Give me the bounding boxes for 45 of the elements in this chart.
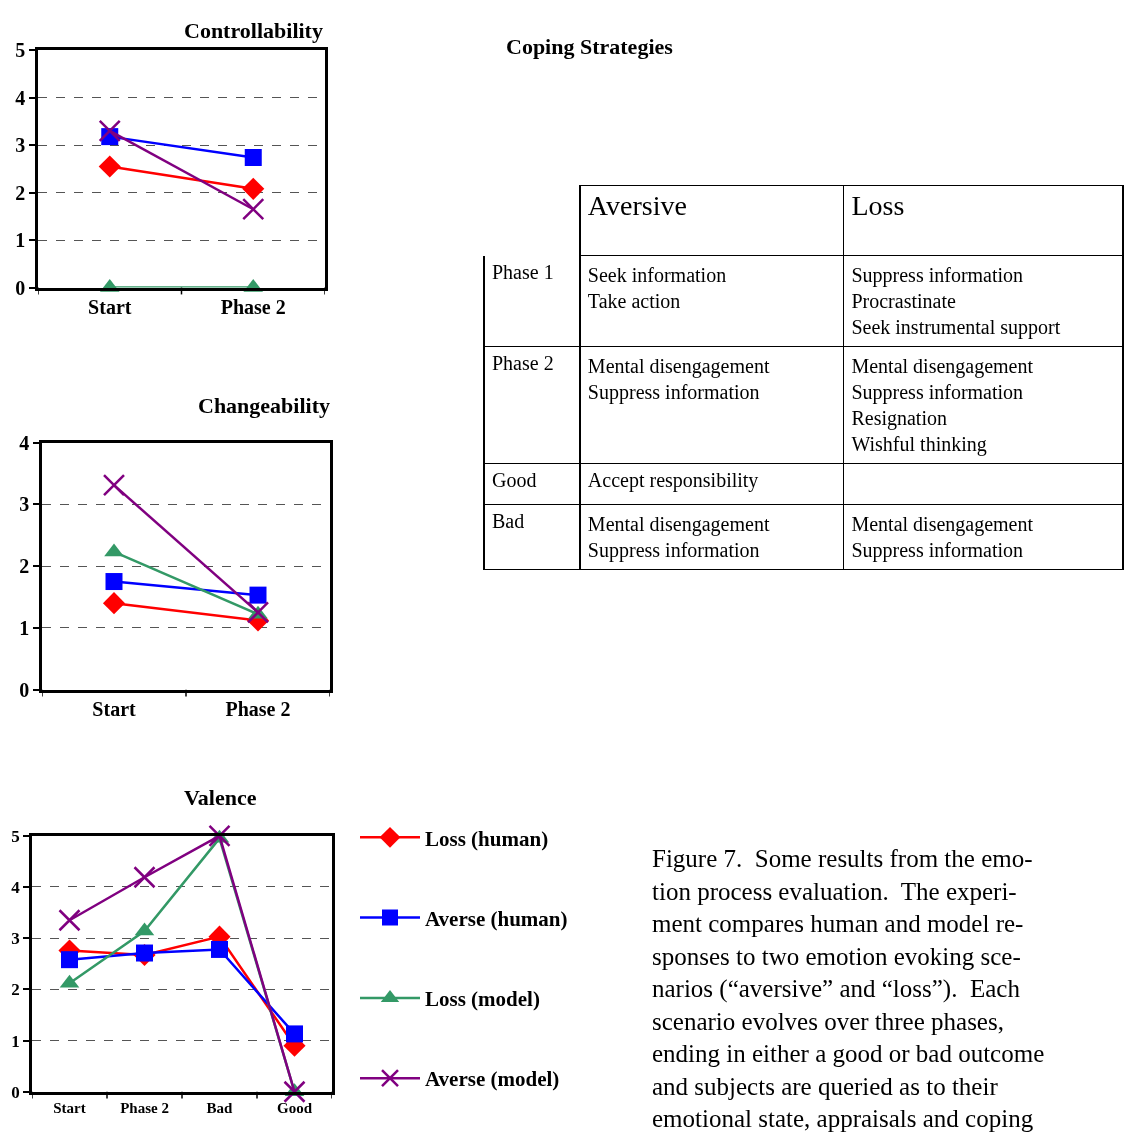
y-tick-label: 1 — [15, 229, 26, 252]
y-tick-label: 2 — [19, 555, 30, 578]
category-label: Phase 2 — [492, 351, 554, 374]
text: Mental disengagement Suppress information Resignation Wishful thinking — [851, 354, 1034, 455]
category-label: Bad — [492, 509, 525, 532]
category-label: Phase 1 — [492, 260, 554, 283]
y-tick-label: 4 — [19, 431, 30, 454]
legend-label: Loss (human) — [425, 826, 549, 851]
y-tick-label: 5 — [11, 826, 20, 846]
y-tick-label: 2 — [11, 980, 20, 1000]
y-tick-label: 0 — [11, 1082, 20, 1102]
x-tick-label: Good — [276, 1099, 313, 1116]
y-tick-label: 3 — [11, 929, 20, 949]
y-tick-label: 1 — [11, 1031, 20, 1051]
y-tick-label: 0 — [19, 678, 30, 701]
legend-label: Averse (human) — [425, 906, 568, 931]
text: Mental disengagement Suppress information — [587, 354, 770, 403]
x-tick-label: Start — [53, 1099, 86, 1116]
y-tick-label: 0 — [15, 276, 26, 299]
text: Mental disengagement Suppress information — [851, 512, 1034, 561]
chart-title: Valence — [184, 785, 257, 810]
y-tick-label: 3 — [15, 134, 26, 157]
x-tick-label: Start — [88, 296, 132, 319]
chart-title: Controllability — [184, 18, 323, 43]
x-tick-label: Start — [92, 698, 136, 721]
y-tick-label: 4 — [11, 877, 21, 897]
category-label: Loss — [851, 189, 905, 221]
category-label: Good — [492, 468, 537, 491]
text: Figure 7. Some results from the emo- tion process evaluation. The experi- ment compares human and model re- sponses to two emotion evoking sce- narios (“aversive” and “loss”). Each scenario evolves over three phases, ending in either a good or bad outcome and subjects are queried as to their emotional state, appraisals and coping — [652, 845, 1045, 1132]
y-tick-label: 4 — [15, 86, 26, 109]
category-label: Aversive — [587, 189, 687, 221]
text: Seek information Take action — [587, 263, 727, 312]
legend-label: Loss (model) — [425, 987, 540, 1012]
y-tick-label: 2 — [15, 181, 26, 204]
x-tick-label: Phase 2 — [120, 1099, 169, 1116]
text: Mental disengagement Suppress information — [587, 512, 770, 561]
y-tick-label: 5 — [15, 39, 26, 62]
text: Suppress information Procrastinate Seek instrumental support — [851, 263, 1061, 338]
y-tick-label: 3 — [19, 493, 30, 516]
text: Accept responsibility — [587, 468, 759, 491]
y-tick-label: 1 — [19, 616, 30, 639]
legend-label: Averse (model) — [425, 1067, 560, 1092]
chart-title: Changeability — [198, 393, 331, 418]
x-tick-label: Bad — [206, 1099, 234, 1116]
text: Coping Strategies — [506, 34, 674, 59]
